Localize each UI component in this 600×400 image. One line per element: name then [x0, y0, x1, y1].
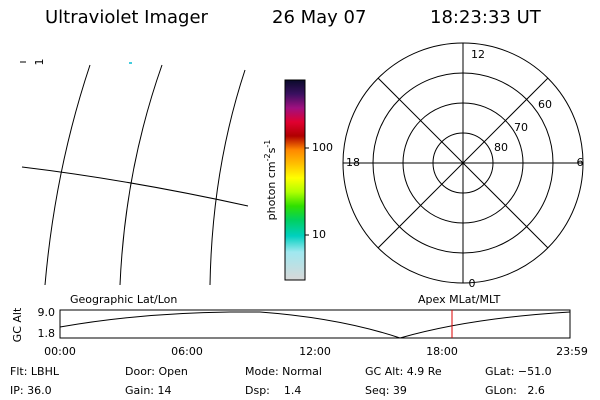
strip-label: Geographic Lat/Lon: [70, 293, 177, 306]
strip-label: Apex MLat/MLT: [418, 293, 501, 306]
strip-frame: [59, 309, 571, 339]
info-item: GLon: 2.6: [485, 384, 545, 397]
info-item: Dsp: 1.4: [245, 384, 301, 397]
info-item: IP: 36.0: [10, 384, 52, 397]
color-bar: 100 10 photon cm-2s-1: [263, 79, 333, 281]
time: 18:23:33 UT: [430, 7, 542, 28]
color-scale: [284, 79, 306, 281]
map-dot: [129, 62, 132, 64]
label-part: photon cm: [265, 161, 278, 220]
info-item: Gain: 14: [125, 384, 172, 397]
info-panel: Flt: LBHL Door: Open Mode: Normal GC Alt…: [10, 365, 552, 397]
altitude-curve: [59, 311, 571, 339]
color-bar-label: photon cm-2s-1: [263, 140, 279, 221]
instrument-title: Ultraviolet Imager: [45, 7, 209, 28]
altitude-strip: Geographic Lat/Lon Apex MLat/MLT GC Alt …: [11, 293, 588, 358]
color-tick-label: 100: [312, 141, 333, 154]
info-item: Mode: Normal: [245, 365, 322, 378]
info-item: GC Alt: 4.9 Re: [365, 365, 442, 378]
polar-dial: 12 18 6 0 60 70 80: [342, 42, 584, 290]
mlt-label: 0: [469, 277, 476, 290]
mlt-label: 18: [346, 156, 360, 169]
color-tick-label: 10: [312, 228, 326, 241]
strip-axis-label: GC Alt: [11, 307, 24, 342]
mlt-label: 6: [577, 156, 584, 169]
strip-tick: 9.0: [38, 306, 56, 319]
mlt-line: [377, 77, 549, 249]
time-tick: 18:00: [426, 345, 458, 358]
map: 1: [20, 59, 249, 286]
label-part: s: [265, 147, 278, 153]
date: 26 May 07: [272, 7, 366, 28]
time-tick: 12:00: [299, 345, 331, 358]
info-item: Flt: LBHL: [10, 365, 60, 378]
parallel: [21, 166, 249, 207]
time-tick: 00:00: [44, 345, 76, 358]
map-mark: 1: [33, 59, 46, 66]
strip-tick: 1.8: [38, 327, 56, 340]
lat-label: 60: [538, 98, 552, 111]
time-tick: 06:00: [171, 345, 203, 358]
lat-label: 70: [514, 121, 528, 134]
info-item: Door: Open: [125, 365, 188, 378]
label-sup: -2: [263, 153, 272, 161]
info-item: Seq: 39: [365, 384, 407, 397]
info-item: GLat: −51.0: [485, 365, 552, 378]
time-tick: 23:59: [556, 345, 588, 358]
mlt-label: 12: [471, 48, 485, 61]
lat-label: 80: [494, 141, 508, 154]
meridian: [119, 64, 163, 286]
meridian: [209, 69, 246, 286]
label-sup: -1: [263, 140, 272, 148]
